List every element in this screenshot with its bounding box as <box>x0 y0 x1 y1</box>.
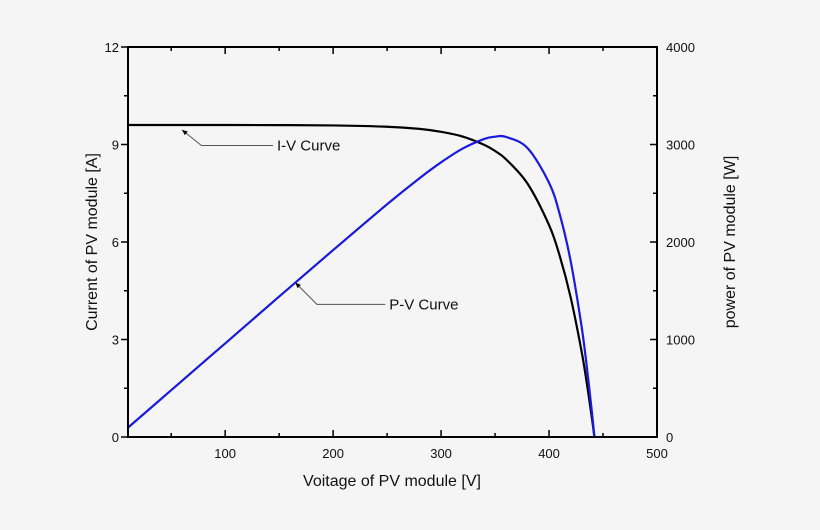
y-axis-label: Current of PV module [A] <box>84 153 101 331</box>
series-line-pv <box>127 134 596 438</box>
x-tick-label: 200 <box>322 446 344 461</box>
y2-tick-label: 3000 <box>666 138 695 153</box>
x-tick-label: 100 <box>214 446 236 461</box>
y-tick-label: 0 <box>112 430 119 445</box>
y-tick-label: 6 <box>112 235 119 250</box>
y2-axis-label: power of PV module [W] <box>722 156 739 329</box>
x-tick-label: 300 <box>430 446 452 461</box>
y-tick-label: 3 <box>112 333 119 348</box>
y2-tick-label: 1000 <box>666 333 695 348</box>
x-tick-label: 500 <box>646 446 668 461</box>
annotation-leader <box>181 129 273 146</box>
y-tick-label: 12 <box>105 40 119 55</box>
y2-tick-label: 4000 <box>666 40 695 55</box>
y2-tick-label: 0 <box>666 430 673 445</box>
annotation-leader <box>294 282 386 305</box>
arrowhead-icon <box>295 282 301 289</box>
plot-frame <box>127 46 658 438</box>
series-line-iv <box>127 123 596 438</box>
annotation-label: P-V Curve <box>389 296 458 313</box>
x-axis-label: Voitage of PV module [V] <box>303 473 481 490</box>
y-tick-label: 9 <box>112 138 119 153</box>
annotation-label: I-V Curve <box>277 137 340 154</box>
x-tick-label: 400 <box>538 446 560 461</box>
arrowhead-icon <box>181 129 188 136</box>
y2-tick-label: 2000 <box>666 235 695 250</box>
